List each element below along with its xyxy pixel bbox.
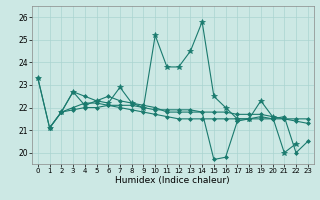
X-axis label: Humidex (Indice chaleur): Humidex (Indice chaleur) bbox=[116, 176, 230, 185]
